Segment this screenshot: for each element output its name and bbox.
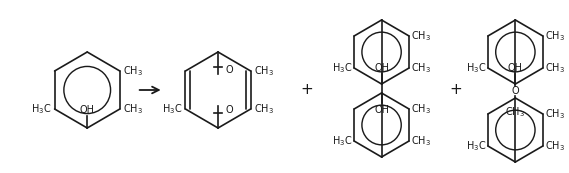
Text: CH$_3$: CH$_3$ bbox=[254, 102, 274, 116]
Text: CH$_3$: CH$_3$ bbox=[254, 64, 274, 78]
Text: OH: OH bbox=[80, 105, 94, 115]
Text: OH: OH bbox=[508, 63, 523, 73]
Text: H$_3$C: H$_3$C bbox=[162, 102, 183, 116]
Text: +: + bbox=[450, 83, 462, 98]
Text: OH: OH bbox=[374, 63, 389, 73]
Text: CH$_3$: CH$_3$ bbox=[411, 29, 431, 43]
Text: CH$_3$: CH$_3$ bbox=[545, 61, 565, 75]
Text: CH$_3$: CH$_3$ bbox=[411, 61, 431, 75]
Text: H$_3$C: H$_3$C bbox=[332, 134, 352, 148]
Text: H$_3$C: H$_3$C bbox=[465, 139, 486, 153]
Text: CH$_3$: CH$_3$ bbox=[545, 107, 565, 121]
Text: CH$_3$: CH$_3$ bbox=[545, 29, 565, 43]
Text: +: + bbox=[301, 83, 314, 98]
Text: O: O bbox=[226, 105, 234, 115]
Text: H$_3$C: H$_3$C bbox=[332, 61, 352, 75]
Text: H$_3$C: H$_3$C bbox=[31, 102, 52, 116]
Text: H$_3$C: H$_3$C bbox=[465, 61, 486, 75]
Text: CH$_3$: CH$_3$ bbox=[411, 134, 431, 148]
Text: CH$_3$: CH$_3$ bbox=[123, 102, 143, 116]
Text: OH: OH bbox=[374, 105, 389, 115]
Text: CH$_3$: CH$_3$ bbox=[411, 102, 431, 116]
Text: CH$_3$: CH$_3$ bbox=[505, 105, 525, 119]
Text: CH$_3$: CH$_3$ bbox=[123, 64, 143, 78]
Text: O: O bbox=[512, 86, 519, 96]
Text: CH$_3$: CH$_3$ bbox=[545, 139, 565, 153]
Text: O: O bbox=[226, 65, 234, 75]
